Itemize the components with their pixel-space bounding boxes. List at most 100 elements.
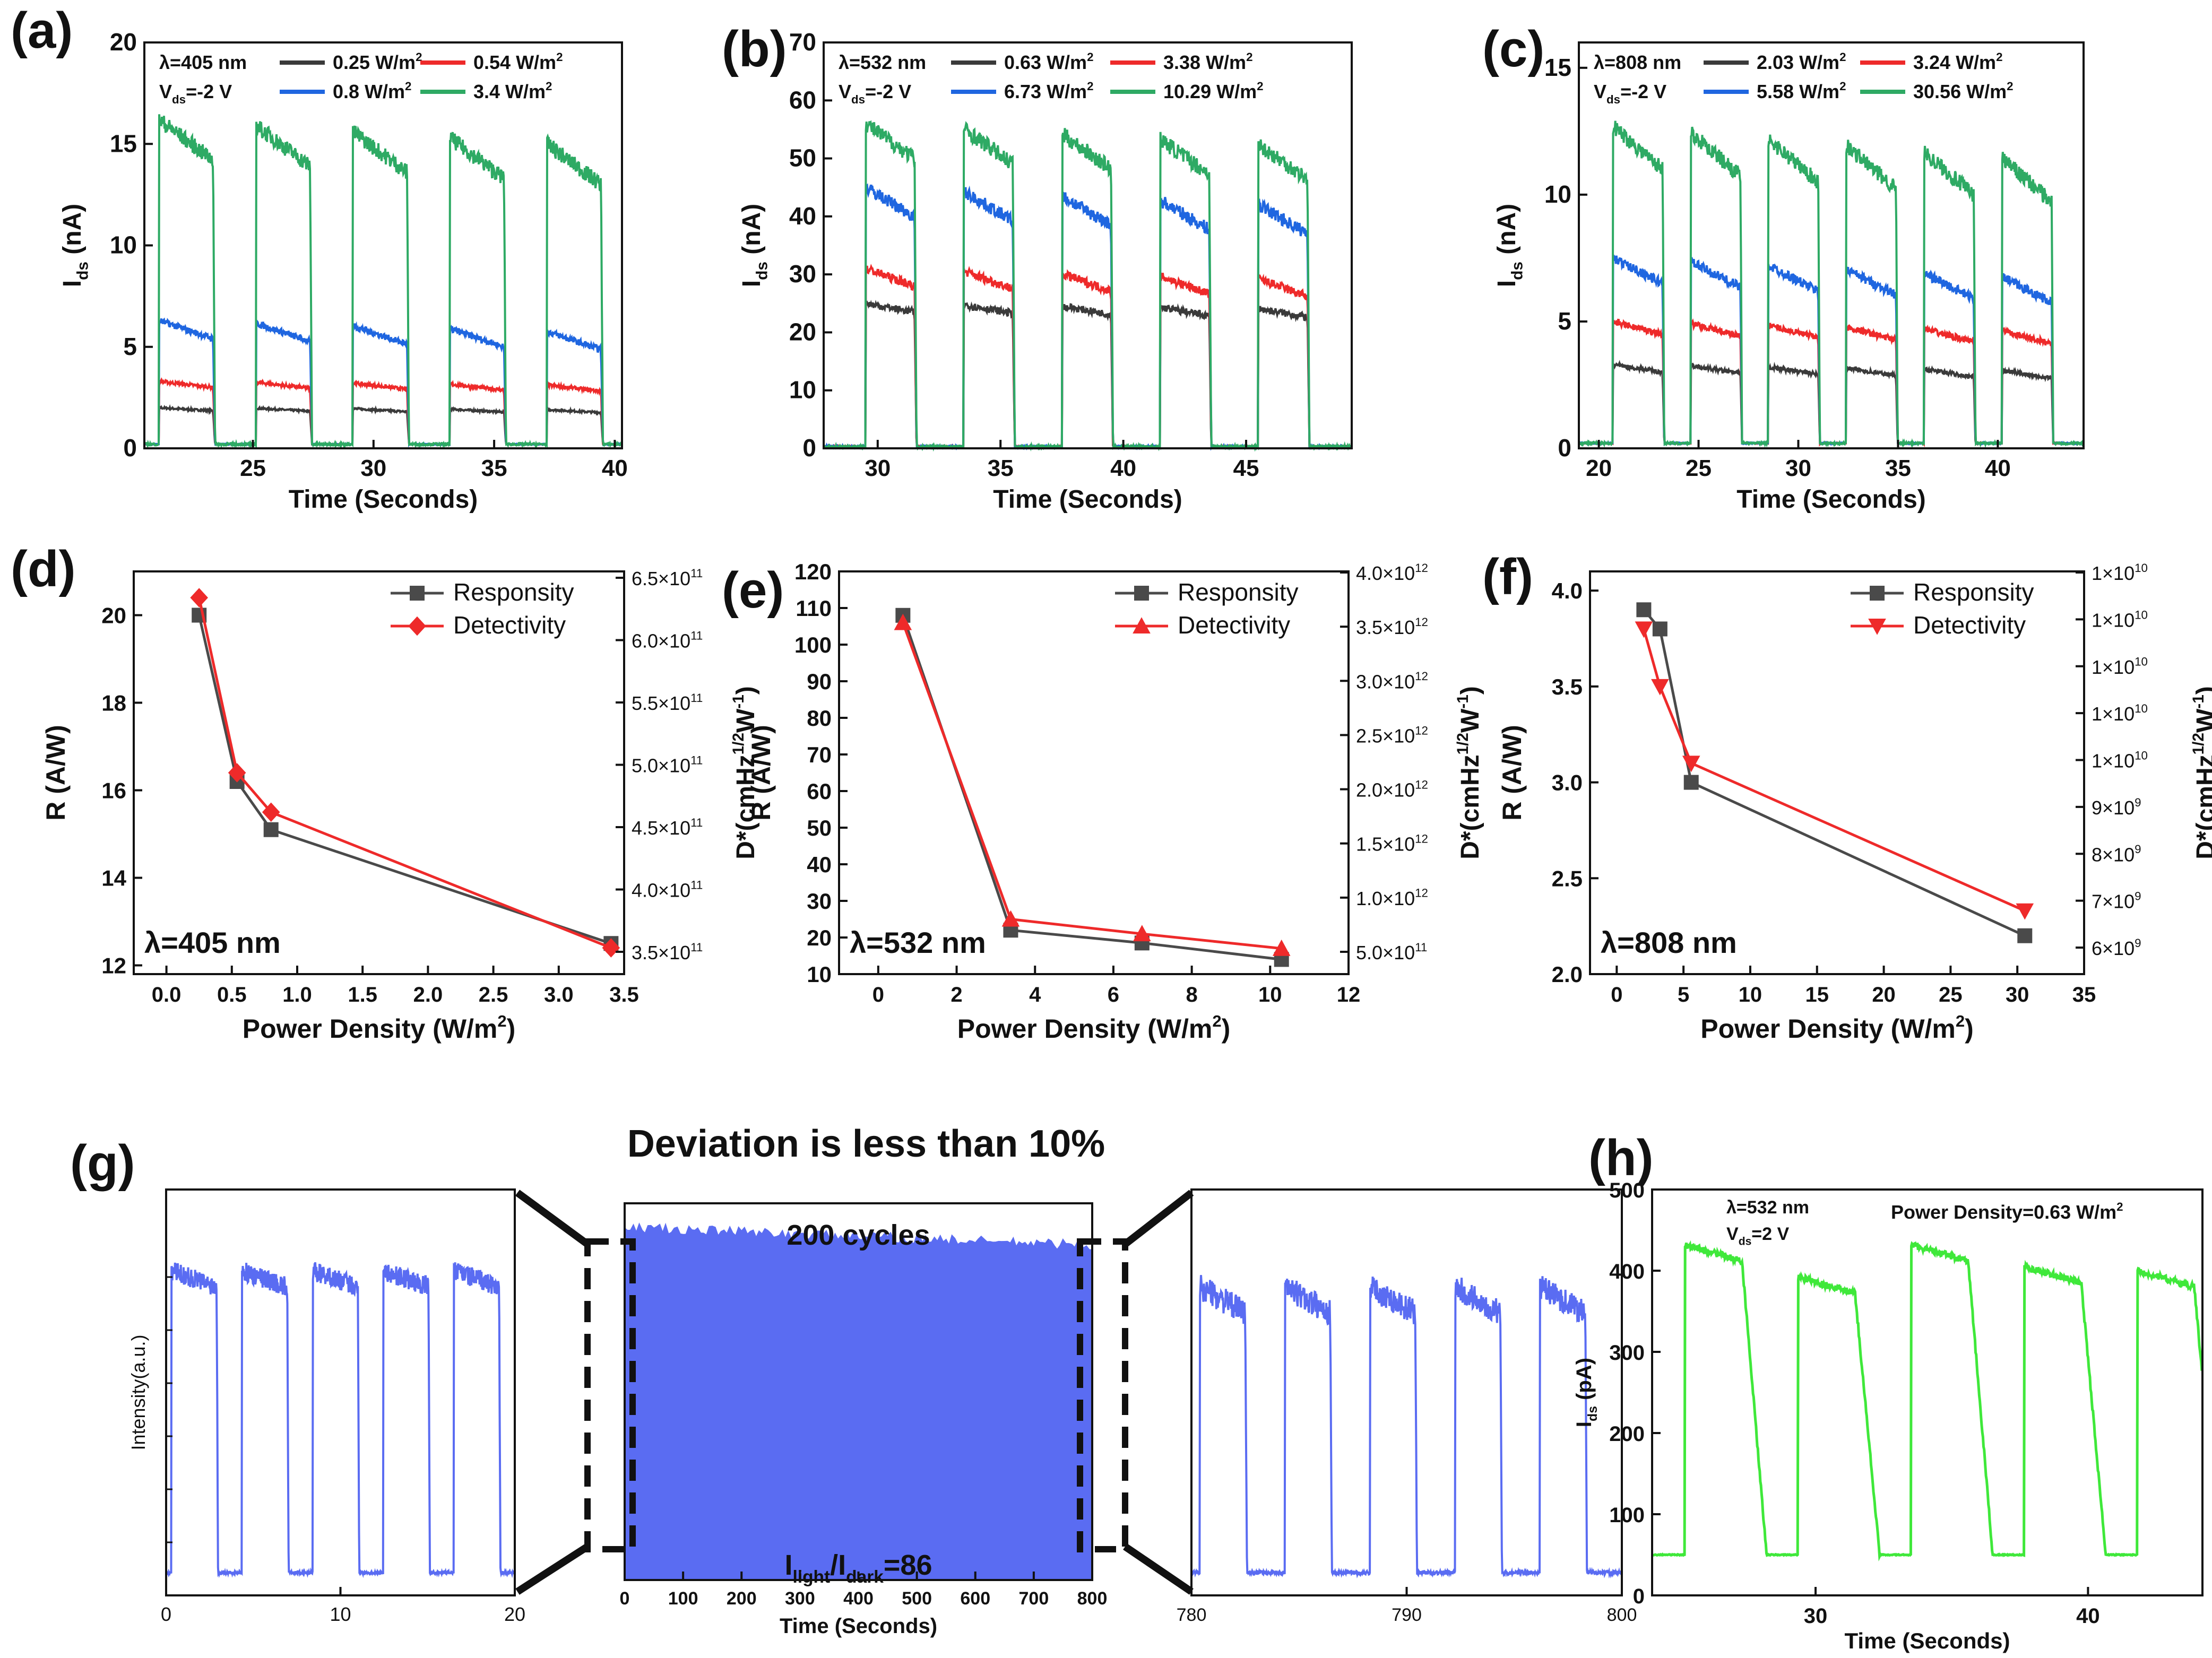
series-line [197, 597, 612, 949]
label-part: 2 [1212, 1012, 1221, 1030]
label-part: 1×10 [2092, 656, 2135, 678]
legend-label: 5.58 W/m2 [1757, 80, 1846, 102]
x-tick-label: 20 [504, 1603, 525, 1625]
label-part: 0.63 W/m [1004, 51, 1087, 73]
y2-tick-label: 1×1010 [2092, 608, 2148, 631]
panel-label: (d) [11, 541, 76, 597]
y-tick-label: 15 [1544, 54, 1571, 81]
y2-tick-label: 3.0×1012 [1356, 670, 1428, 692]
y-tick-label: 3.0 [1552, 770, 1583, 795]
marker-triangle-up [1001, 910, 1020, 927]
y2-axis-label: D*(cmHz1/2W-1) [730, 686, 760, 859]
series-line [902, 622, 1282, 950]
figure-title: Deviation is less than 10% [627, 1123, 1105, 1165]
zoom-connector [515, 1543, 590, 1595]
label-part: 11 [690, 691, 703, 705]
series-line-324Wm [1578, 318, 2084, 448]
y-tick-label: 500 [1609, 1179, 1645, 1202]
label-part: 11 [690, 567, 703, 580]
series-line-338Wm [823, 264, 1352, 450]
label-part: 5.5×10 [632, 692, 690, 714]
legend-label: Detectivity [453, 611, 566, 639]
label-part: 6.73 W/m [1004, 81, 1087, 102]
label-part: 1.0×10 [1356, 888, 1415, 909]
x-tick-label: 500 [902, 1588, 932, 1609]
y-tick-label: 20 [101, 603, 126, 628]
legend-label: Responsity [453, 578, 574, 606]
marker-diamond [262, 802, 280, 822]
y-tick-label: 0 [802, 434, 816, 462]
y-tick-label: 60 [807, 779, 832, 804]
label-part: 2 [556, 50, 563, 64]
label-part: D*(cmHz [2192, 754, 2212, 859]
legend-label: 6.73 W/m2 [1004, 80, 1093, 102]
series-line-08Wm [144, 317, 623, 448]
label-part: 10 [2135, 561, 2148, 575]
label-part: 0.25 W/m [333, 51, 416, 73]
plot-frame [1578, 41, 2085, 449]
y2-tick-label: 5.0×1011 [1356, 941, 1427, 963]
x-tick-label: 8 [1186, 983, 1197, 1006]
x-axis-label: Time (Seconds) [1845, 1628, 2010, 1653]
y2-tick-label: 2.0×1012 [1356, 778, 1428, 801]
label-part: 2 [546, 80, 552, 93]
label-part: 4.0×10 [1356, 562, 1415, 584]
y-tick-label: 200 [1609, 1422, 1645, 1446]
label-part: ds [74, 262, 91, 280]
y-tick-label: 0 [1633, 1585, 1645, 1608]
y-tick-label: 4.0 [1552, 578, 1583, 603]
label-part: dark [846, 1567, 884, 1587]
x-tick-label: 1.5 [348, 983, 377, 1006]
x-tick-label: 0 [1611, 983, 1622, 1006]
panel-label: (a) [11, 2, 73, 59]
y-axis-label: R (A/W) [1497, 725, 1527, 821]
label-part: 1×10 [2092, 750, 2135, 772]
label-part: Power Density (W/m [1700, 1014, 1956, 1044]
series-group [143, 114, 623, 450]
y2-tick-label: 1×1010 [2092, 749, 2148, 771]
label-part: 2 [497, 1012, 506, 1030]
y2-tick-label: 1.0×1012 [1356, 887, 1428, 909]
x-tick-label: 40 [1985, 455, 2011, 481]
y-axis-label: Ids (nA) [738, 204, 771, 287]
marker-square [1683, 775, 1699, 790]
x-tick-label: 10 [1739, 983, 1762, 1006]
marker-triangle-up [894, 613, 912, 630]
x-tick-label: 3.0 [544, 983, 574, 1006]
marker-square [410, 586, 425, 601]
y-axis-label: R (A/W) [746, 725, 776, 821]
x-tick-label: 2 [951, 983, 962, 1006]
x-tick-label: 300 [785, 1588, 815, 1609]
y2-tick-label: 3.5×1012 [1356, 615, 1428, 638]
label-part: 2 [405, 80, 411, 93]
legend-label: 3.24 W/m2 [1913, 50, 2002, 73]
cycles-title: 200 cycles [787, 1219, 930, 1251]
legend-label: 2.03 W/m2 [1757, 50, 1846, 73]
label-part: 9 [2135, 843, 2141, 856]
label-part: ds [753, 262, 771, 280]
series-line [1642, 628, 2026, 912]
y-axis-label: Ids (nA) [58, 204, 91, 287]
g1-series-line [165, 1262, 516, 1578]
y2-tick-label: 1×1010 [2092, 561, 2148, 584]
label-part: 5.0×10 [1356, 942, 1415, 963]
g3-series-line [1190, 1275, 1622, 1579]
series-group [1578, 120, 2085, 448]
label-part: ds [1508, 262, 1526, 280]
label-part: W [2192, 708, 2212, 733]
y-tick-label: 400 [1609, 1260, 1645, 1283]
series-line-34Wm [143, 114, 623, 450]
label-part: 2 [1246, 50, 1252, 64]
legend-label: Detectivity [1913, 611, 2026, 639]
wavelength-annotation: λ=808 nm [1601, 926, 1737, 959]
h-frame [1651, 1188, 2204, 1596]
marker-diamond [602, 938, 620, 958]
label-part: ds [1606, 93, 1620, 106]
label-part: 1×10 [2092, 562, 2135, 584]
legend-label: 0.8 W/m2 [333, 80, 411, 102]
label-part: ds [1739, 1236, 1752, 1248]
label-part: 12 [1415, 724, 1428, 737]
label-part: 11 [690, 941, 703, 954]
ratio-label: Ilight/Idark=86 [785, 1549, 932, 1587]
x-tick-label: 0 [620, 1588, 630, 1609]
